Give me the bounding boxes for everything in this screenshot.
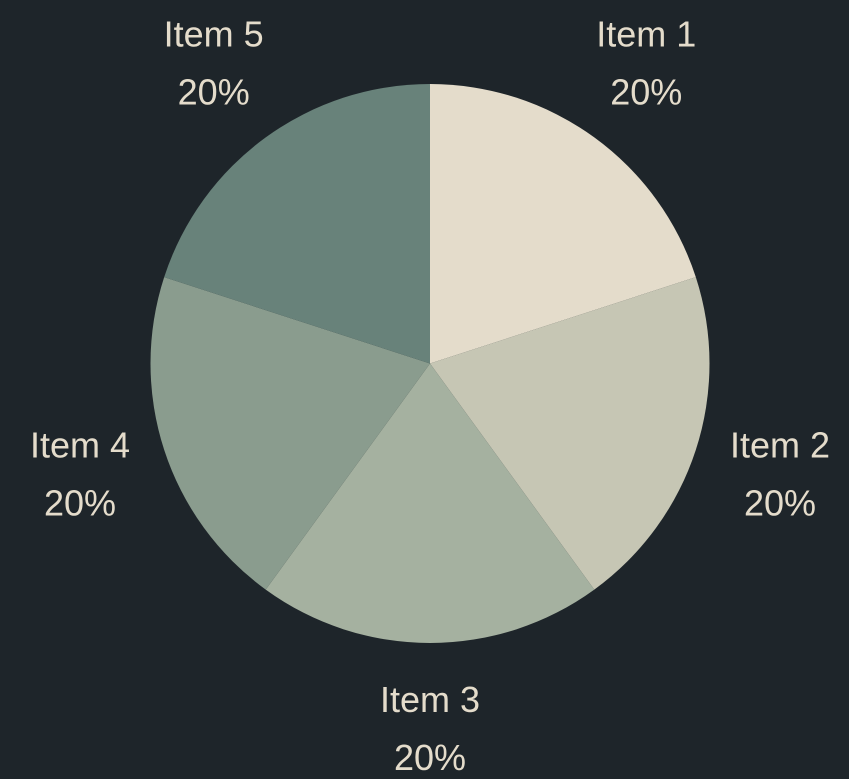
slice-value-label: 20%: [178, 71, 250, 112]
slice-label: Item 3: [380, 679, 480, 720]
slice-label: Item 4: [30, 425, 130, 466]
pie-slice: [430, 277, 710, 590]
slice-value-label: 20%: [394, 737, 466, 778]
slice-value-label: 20%: [610, 71, 682, 112]
slice-label: Item 1: [596, 13, 696, 54]
pie-slice: [164, 84, 431, 364]
slice-value-label: 20%: [744, 483, 816, 524]
slice-value-label: 20%: [44, 483, 116, 524]
pie-slice: [430, 84, 696, 364]
pie-slice: [265, 363, 595, 644]
slice-label: Item 2: [730, 425, 830, 466]
pie-slice: [150, 277, 430, 590]
slice-label: Item 5: [164, 13, 264, 54]
